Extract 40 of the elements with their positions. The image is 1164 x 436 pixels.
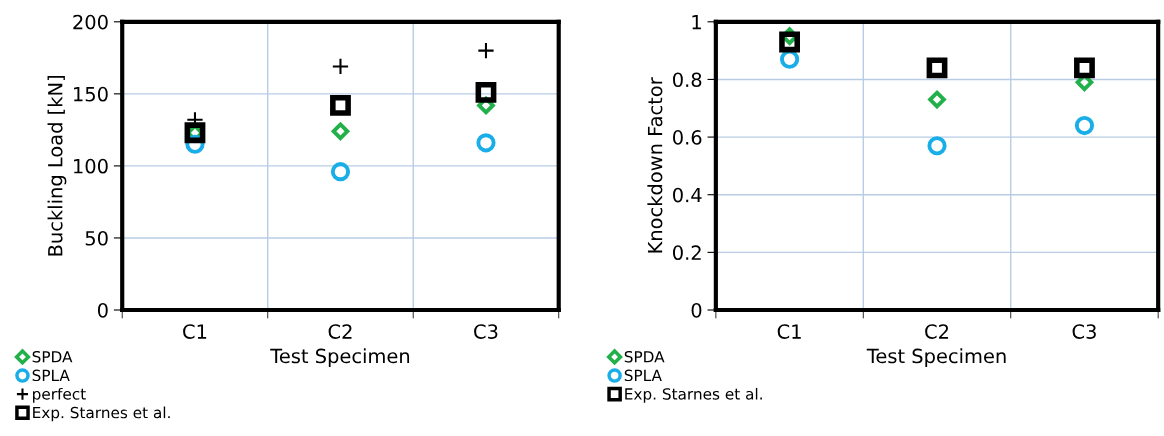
x-tick-label: C1 [777, 324, 801, 339]
point [330, 162, 351, 182]
point [476, 133, 496, 153]
y-tick-label: 100 [74, 158, 108, 174]
y-axis-title: Buckling Load [kN] [47, 76, 67, 256]
y-tick-label: 0 [691, 302, 702, 318]
point [331, 122, 350, 141]
x-tick-label: C3 [474, 324, 498, 339]
legend-label: Exp. Starnes et al. [33, 406, 170, 422]
legend-label: Exp. Starnes et al. [625, 387, 762, 403]
point [1074, 115, 1095, 136]
y-tick-label: 0.6 [673, 130, 702, 145]
legend-label: SPLA [624, 369, 662, 382]
point [927, 136, 947, 156]
y-tick-label: 50 [85, 230, 108, 246]
x-tick-label: C3 [1072, 324, 1096, 339]
legend-label: SPLA [32, 369, 70, 382]
y-tick-label: 0.4 [673, 187, 702, 203]
x-tick-label: C1 [183, 324, 207, 339]
point [779, 49, 800, 69]
y-tick-label: 0.2 [673, 245, 701, 261]
y-tick-label: 0.8 [673, 72, 702, 88]
y-tick-label: 200 [73, 14, 108, 30]
point [928, 90, 946, 109]
x-tick-label: C2 [925, 324, 949, 339]
y-tick-label: 150 [74, 86, 108, 102]
y-tick-label: 1 [692, 15, 701, 30]
y-tick-label: 0 [97, 302, 108, 318]
point [475, 81, 497, 103]
point [330, 94, 351, 116]
point [1074, 57, 1095, 79]
legend-label: SPDA [624, 350, 665, 363]
legend-label: perfect [33, 387, 86, 403]
x-axis-title: Test Specimen [270, 348, 410, 368]
point [779, 31, 800, 53]
x-tick-label: C2 [328, 324, 352, 339]
x-axis-title: Test Specimen [866, 348, 1006, 368]
legend-label: SPDA [32, 350, 73, 363]
y-axis-title: Knockdown Factor [647, 77, 663, 253]
point [926, 57, 948, 79]
